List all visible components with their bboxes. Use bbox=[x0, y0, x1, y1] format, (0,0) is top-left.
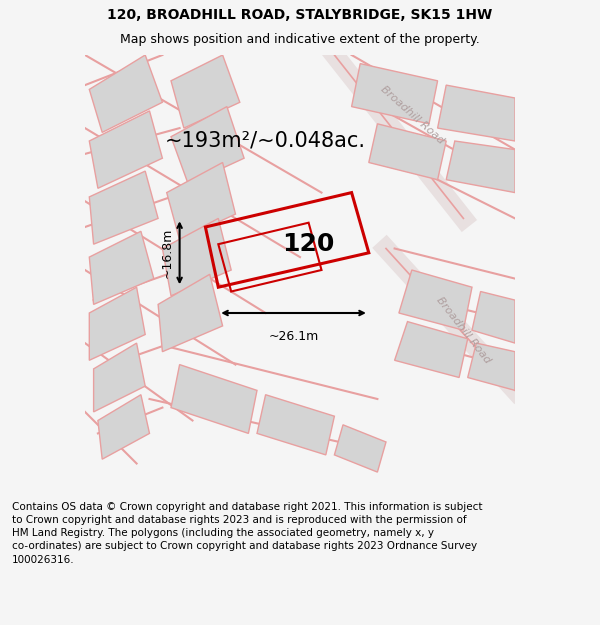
Polygon shape bbox=[98, 395, 149, 459]
Text: Broadhill Road: Broadhill Road bbox=[378, 84, 445, 146]
Polygon shape bbox=[163, 218, 231, 296]
Polygon shape bbox=[89, 231, 154, 304]
Text: ~16.8m: ~16.8m bbox=[160, 228, 173, 278]
Polygon shape bbox=[89, 111, 163, 188]
Polygon shape bbox=[171, 107, 244, 184]
Polygon shape bbox=[89, 288, 145, 360]
Text: Broadhill Road: Broadhill Road bbox=[434, 295, 493, 366]
Polygon shape bbox=[334, 425, 386, 472]
Polygon shape bbox=[395, 322, 468, 378]
Polygon shape bbox=[89, 171, 158, 244]
Polygon shape bbox=[446, 141, 515, 192]
Polygon shape bbox=[171, 364, 257, 433]
Text: Contains OS data © Crown copyright and database right 2021. This information is : Contains OS data © Crown copyright and d… bbox=[12, 502, 482, 564]
Polygon shape bbox=[94, 343, 145, 412]
Polygon shape bbox=[472, 291, 515, 343]
Polygon shape bbox=[167, 162, 235, 240]
Polygon shape bbox=[352, 64, 437, 124]
Polygon shape bbox=[369, 124, 446, 180]
Text: ~26.1m: ~26.1m bbox=[268, 330, 319, 343]
Polygon shape bbox=[468, 343, 515, 391]
Polygon shape bbox=[171, 55, 240, 128]
Text: Map shows position and indicative extent of the property.: Map shows position and indicative extent… bbox=[120, 33, 480, 46]
Text: ~193m²/~0.048ac.: ~193m²/~0.048ac. bbox=[165, 131, 366, 151]
Text: 120: 120 bbox=[283, 232, 335, 256]
Polygon shape bbox=[257, 395, 334, 455]
Polygon shape bbox=[437, 85, 515, 141]
Polygon shape bbox=[399, 270, 472, 330]
Text: 120, BROADHILL ROAD, STALYBRIDGE, SK15 1HW: 120, BROADHILL ROAD, STALYBRIDGE, SK15 1… bbox=[107, 8, 493, 22]
Polygon shape bbox=[89, 55, 163, 132]
Polygon shape bbox=[158, 274, 223, 352]
